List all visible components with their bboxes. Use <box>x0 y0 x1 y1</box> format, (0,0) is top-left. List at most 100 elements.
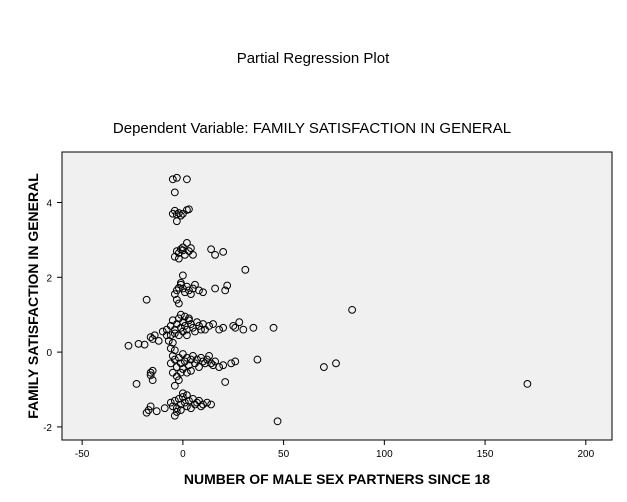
data-point <box>170 411 179 420</box>
data-point <box>142 408 151 417</box>
x-tick-label: 50 <box>278 449 290 460</box>
data-point <box>152 407 161 416</box>
data-point <box>221 378 230 386</box>
y-tick-label: -2 <box>43 423 52 434</box>
y-axis-label: FAMILY SATISFACTION IN GENERAL <box>25 173 41 419</box>
data-point <box>183 391 191 400</box>
data-point <box>187 366 195 375</box>
data-point <box>170 381 179 390</box>
data-point <box>332 359 340 368</box>
data-point <box>203 398 211 407</box>
data-point <box>168 338 177 347</box>
data-point <box>148 376 157 385</box>
data-point <box>205 322 213 330</box>
data-point <box>172 217 181 226</box>
data-point <box>170 188 179 197</box>
x-axis-label: NUMBER OF MALE SEX PARTNERS SINCE 18 <box>184 471 490 487</box>
data-point <box>249 323 258 332</box>
x-tick-label: -50 <box>75 449 90 460</box>
data-point <box>146 333 155 342</box>
data-point <box>176 245 185 254</box>
plot-area <box>61 151 613 441</box>
data-point <box>178 389 187 398</box>
data-point <box>174 254 183 263</box>
data-point <box>166 344 175 353</box>
scatter-points <box>124 173 532 426</box>
data-point <box>231 357 240 366</box>
data-point <box>207 245 215 254</box>
data-point <box>146 368 155 377</box>
data-point <box>185 396 193 405</box>
data-point <box>146 402 155 411</box>
y-tick-label: 0 <box>46 348 52 359</box>
x-tick-label: 150 <box>477 449 494 460</box>
data-point <box>219 323 228 332</box>
data-point <box>320 363 328 371</box>
data-point <box>185 286 193 295</box>
data-point <box>124 341 133 350</box>
data-point <box>174 209 183 217</box>
data-point <box>219 247 228 256</box>
data-point <box>176 359 185 368</box>
data-point <box>185 205 193 214</box>
data-point <box>176 211 185 220</box>
data-point <box>523 379 532 388</box>
data-point <box>207 359 215 368</box>
data-point <box>172 173 181 182</box>
data-point <box>178 246 187 255</box>
data-point <box>168 402 177 411</box>
data-point <box>176 406 185 414</box>
data-point <box>154 336 163 345</box>
data-point <box>176 279 185 287</box>
data-point <box>178 393 187 401</box>
data-point <box>185 314 193 323</box>
data-point <box>199 357 207 366</box>
data-point <box>162 331 171 340</box>
data-point <box>215 363 224 371</box>
data-point <box>183 368 191 377</box>
chart-title: Partial Regression Plot <box>237 50 390 67</box>
data-point <box>178 243 187 252</box>
data-point <box>241 265 250 274</box>
data-point <box>211 357 220 366</box>
data-point <box>166 331 175 340</box>
data-point <box>176 368 185 377</box>
data-point <box>166 398 175 407</box>
data-point <box>229 322 238 330</box>
data-point <box>253 355 262 364</box>
data-point <box>148 366 157 375</box>
data-point <box>197 402 205 411</box>
data-point <box>195 363 203 371</box>
data-point <box>132 379 141 388</box>
data-point <box>183 331 191 340</box>
data-point <box>170 329 179 338</box>
data-point <box>183 175 191 184</box>
data-point <box>273 417 282 426</box>
data-point <box>134 339 143 348</box>
x-tick-label: 200 <box>577 449 594 460</box>
data-point <box>235 318 244 327</box>
data-point <box>199 288 207 297</box>
y-tick-label: 4 <box>46 198 52 209</box>
x-tick-label: 100 <box>376 449 393 460</box>
data-point <box>170 396 179 405</box>
data-point <box>170 355 179 364</box>
data-point <box>160 404 169 413</box>
data-point <box>227 359 236 368</box>
data-point <box>174 376 183 385</box>
data-point <box>239 325 248 334</box>
data-point <box>195 286 203 295</box>
data-point <box>168 175 177 184</box>
data-point <box>174 394 183 403</box>
data-point <box>269 323 278 332</box>
data-point <box>146 371 155 380</box>
data-point <box>348 305 357 314</box>
data-point <box>189 250 197 259</box>
chart-subtitle: Dependent Variable: FAMILY SATISFACTION … <box>113 120 511 137</box>
data-point <box>183 402 191 411</box>
data-point <box>172 408 181 416</box>
data-point <box>221 286 230 295</box>
data-point <box>164 336 173 345</box>
y-tick-label: 2 <box>46 273 52 284</box>
